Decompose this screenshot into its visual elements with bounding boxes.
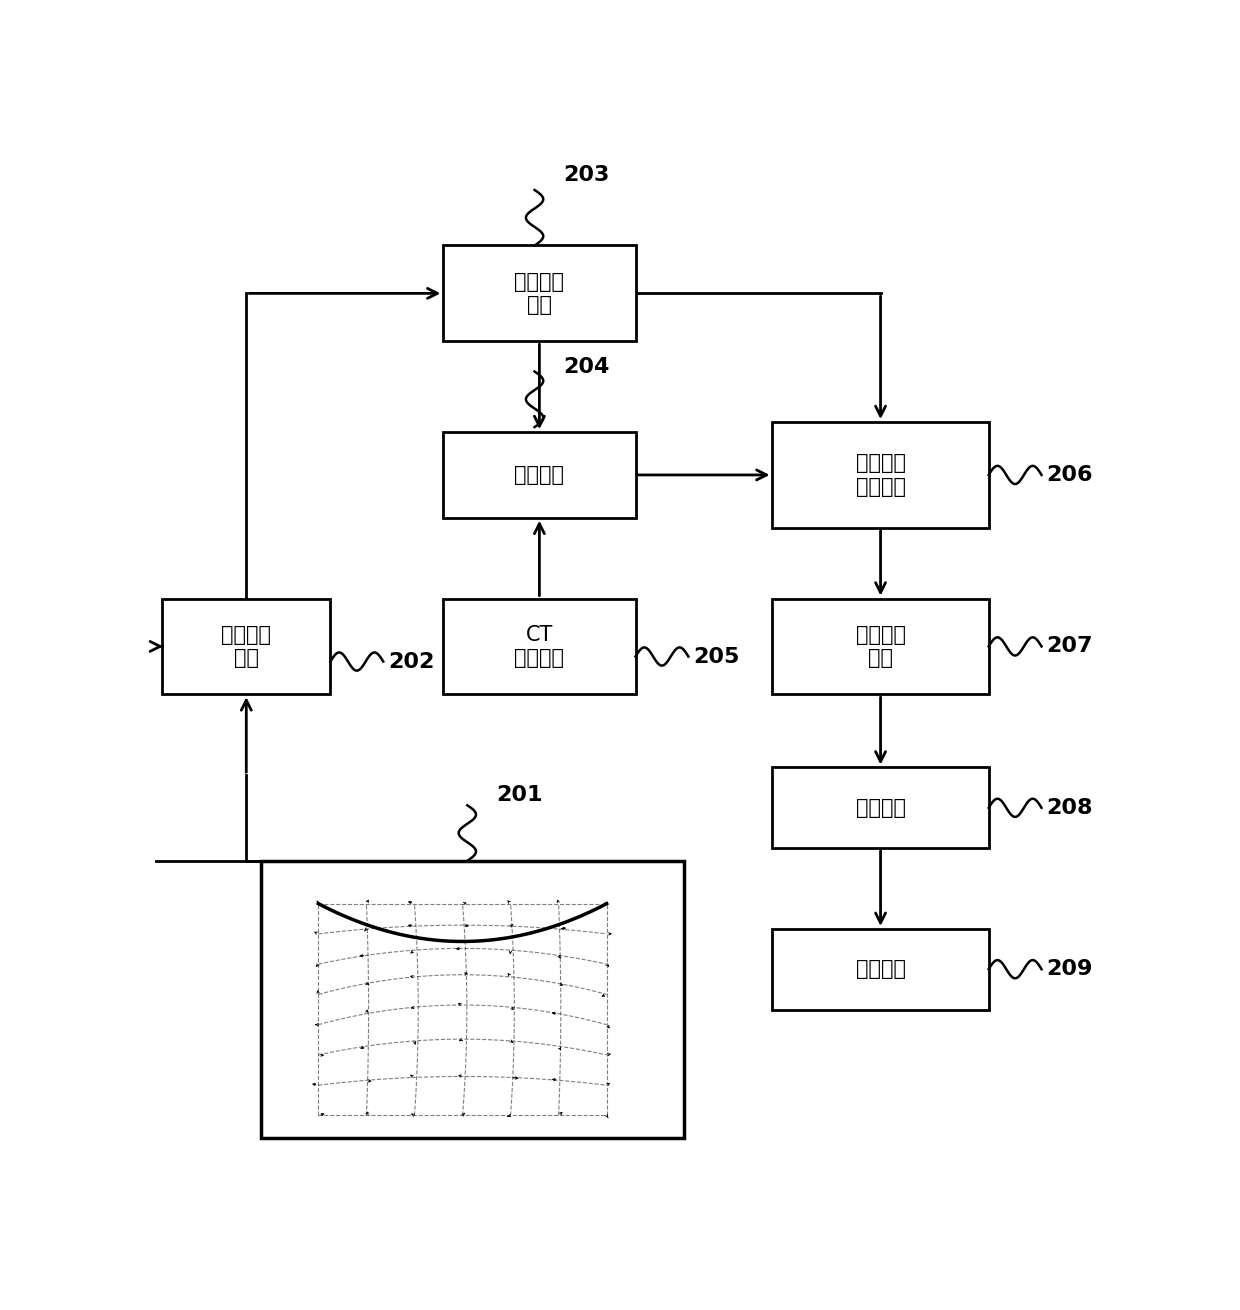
Bar xyxy=(444,245,635,342)
Text: 201: 201 xyxy=(496,785,543,806)
Bar xyxy=(444,432,635,517)
Bar xyxy=(162,599,330,694)
Bar xyxy=(444,599,635,694)
Text: 立体模型: 立体模型 xyxy=(515,465,564,485)
Bar xyxy=(773,929,988,1010)
Bar xyxy=(773,599,988,694)
Bar xyxy=(260,861,683,1138)
Text: 209: 209 xyxy=(1047,959,1092,979)
Text: 207: 207 xyxy=(1047,637,1092,656)
Text: CT
扫描图像: CT 扫描图像 xyxy=(515,625,564,668)
Text: 成像系统: 成像系统 xyxy=(856,959,905,979)
Text: 206: 206 xyxy=(1047,465,1092,485)
Text: 205: 205 xyxy=(693,647,739,667)
Text: 光学处理
模块: 光学处理 模块 xyxy=(515,271,564,314)
Text: 208: 208 xyxy=(1047,798,1092,817)
Text: 立体图像: 立体图像 xyxy=(856,798,905,817)
Text: 图像生成
模块: 图像生成 模块 xyxy=(856,625,905,668)
Text: 202: 202 xyxy=(388,651,434,672)
Bar xyxy=(773,422,988,528)
Text: 204: 204 xyxy=(563,356,610,376)
Text: 机器学习
配准模块: 机器学习 配准模块 xyxy=(856,453,905,496)
Text: 203: 203 xyxy=(563,165,610,185)
Bar xyxy=(773,768,988,848)
Text: 光学感知
模块: 光学感知 模块 xyxy=(221,625,272,668)
